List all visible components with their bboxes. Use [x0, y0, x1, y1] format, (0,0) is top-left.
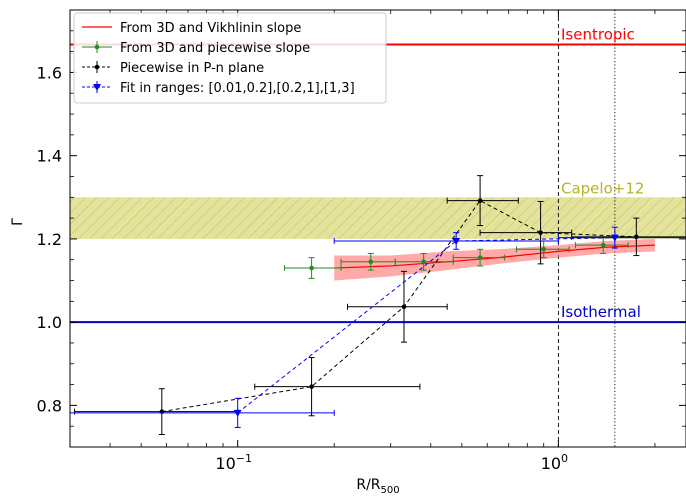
annotation-capelo: Capelo+12 — [561, 179, 644, 197]
legend-box — [73, 12, 387, 104]
legend-label: From 3D and piecewise slope — [120, 41, 310, 56]
data-point — [610, 234, 619, 242]
y-tick-label: 1.6 — [37, 63, 62, 82]
data-point — [421, 259, 426, 265]
legend-marker — [94, 44, 100, 50]
x-tick-label: 10−1 — [215, 452, 252, 473]
legend-item-3: Fit in ranges: [0.01,0.2],[0.2,1],[1,3] — [82, 81, 355, 96]
data-point — [600, 242, 606, 248]
data-point — [233, 409, 242, 417]
annotation-isentropic: Isentropic — [561, 26, 635, 44]
data-point — [401, 304, 407, 310]
series-3 — [70, 226, 686, 428]
data-point — [541, 247, 547, 252]
data-point — [634, 234, 639, 240]
data-point — [452, 237, 461, 245]
series-band — [334, 238, 655, 281]
data-point — [477, 255, 483, 260]
data-point — [477, 198, 483, 203]
legend-item-2: Piecewise in P-n plane — [82, 61, 264, 76]
x-axis-label: R/R500 — [356, 477, 399, 496]
legend-label: Piecewise in P-n plane — [120, 61, 264, 76]
legend-item-0: From 3D and Vikhlinin slope — [82, 21, 301, 36]
y-tick-label: 1.0 — [37, 313, 62, 332]
series-connector — [161, 199, 637, 413]
y-tick-label: 1.4 — [37, 147, 62, 166]
legend-label: Fit in ranges: [0.01,0.2],[0.2,1],[1,3] — [120, 81, 355, 96]
data-point — [538, 230, 543, 235]
series-1 — [284, 236, 629, 279]
y-tick-label: 1.2 — [37, 230, 62, 249]
legend-item-1: From 3D and piecewise slope — [82, 41, 310, 56]
series-connector — [237, 237, 615, 414]
y-axis-label: Γ — [10, 218, 26, 226]
capelo-band-hatch — [70, 197, 686, 239]
data-point — [309, 265, 314, 271]
y-tick-label: 0.8 — [37, 396, 62, 415]
legend-marker — [93, 84, 101, 91]
legend-label: From 3D and Vikhlinin slope — [120, 21, 301, 36]
series-2 — [74, 175, 686, 436]
x-tick-label: 100 — [541, 452, 568, 473]
data-point — [368, 259, 374, 265]
annotation-isothermal: Isothermal — [561, 303, 641, 321]
data-point — [309, 384, 314, 389]
legend-marker — [94, 64, 100, 70]
plot-frame — [69, 9, 686, 448]
